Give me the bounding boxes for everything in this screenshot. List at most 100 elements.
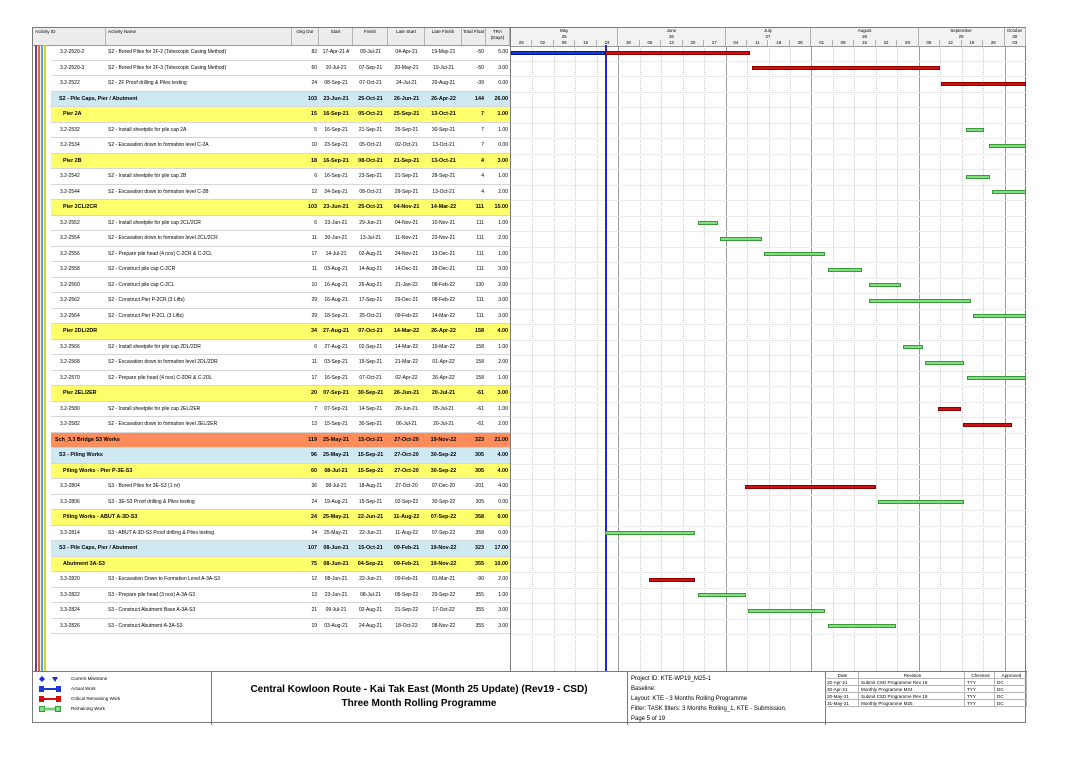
critical-bar[interactable]	[649, 577, 695, 582]
critical-bar[interactable]	[941, 81, 1026, 86]
critical-bar[interactable]	[745, 484, 876, 489]
activity-row[interactable]: 3.3-2804 S3 - Bored Piles for 3E-S3 (1 nr…	[33, 479, 1027, 495]
wbs-group-row[interactable]: S3 - Piling Works 96 25-May-21 15-Sep-21 27-…	[33, 448, 1027, 464]
cell-id: 3.2-2520-2	[60, 49, 85, 55]
cell-start: 03-Aug-21	[324, 266, 348, 272]
activity-row[interactable]: 3.2-2566 S2 - Install sheetpile for pile …	[33, 340, 1027, 355]
cell-id: 3.2-2570	[60, 374, 80, 381]
cell-lf: 30-Sep-22	[430, 452, 457, 458]
row-gridline	[511, 556, 1026, 558]
actual-bar[interactable]	[511, 50, 605, 55]
activity-row[interactable]: 3.2-2582 S2 - Excavation down to formatio…	[33, 417, 1027, 433]
critical-bar[interactable]	[605, 50, 750, 55]
activity-row[interactable]: 3.2-2562 S2 - Construct Pier P-2CR (3 Lif…	[33, 293, 1027, 309]
cell-finish: 15-Sep-21	[358, 359, 383, 365]
col-activity-name[interactable]: Activity Name	[106, 28, 292, 45]
col-late-finish[interactable]: Late Finish	[425, 28, 462, 45]
col-late-start[interactable]: Late Start	[388, 28, 425, 45]
activity-row[interactable]: 3.2-2558 S2 - Construct pile cap C-2CR 11 0…	[33, 262, 1027, 278]
activity-row[interactable]: 3.2-2556 S2 - Prepare pile head (4 nos) C…	[33, 247, 1027, 262]
remaining-bar[interactable]	[878, 500, 964, 504]
remaining-bar[interactable]	[973, 314, 1026, 318]
wbs-group-row[interactable]: Piling Works - ABUT A-3D-S3 24 25-May-21 22…	[33, 510, 1027, 526]
col-orig-dur[interactable]: Orig Dur	[292, 28, 319, 45]
col-activity-id[interactable]: Activity ID	[33, 28, 106, 45]
col-start[interactable]: Start	[319, 28, 353, 45]
activity-row[interactable]: 3.2-2544 S2 - Excavation down to formatio…	[33, 185, 1027, 200]
cell-tra: 3.00	[498, 64, 508, 71]
activity-row[interactable]: 3.2-2554 S2 - Excavation down to formatio…	[33, 231, 1027, 247]
remaining-bar[interactable]	[698, 593, 746, 597]
activity-row[interactable]: 3.2-2532 S2 - Install sheetpile for pile …	[33, 123, 1027, 138]
activity-row[interactable]: 3.2-2520-2 S2 - Bored Piles for 2F-2 (Tel…	[33, 45, 1027, 61]
cell-dur: 24	[311, 80, 317, 86]
activity-row[interactable]: 3.3-2806 S3 - 3E-S3 Proof drilling & Pile…	[33, 495, 1027, 510]
remaining-bar[interactable]	[605, 531, 695, 535]
activity-row[interactable]: 3.2-2522 S2 - 2F Proof drilling & Piles t…	[33, 76, 1027, 92]
remaining-bar[interactable]	[989, 143, 1026, 148]
title-block: Current Milestone Actual Work Critical R…	[33, 671, 1027, 725]
col-finish[interactable]: Finish	[353, 28, 388, 45]
cell-ls: 18-Oct-22	[395, 622, 418, 629]
cell-name: Pier 2EL/2ER	[63, 390, 97, 396]
remaining-bar[interactable]	[966, 128, 984, 132]
wbs-group-row[interactable]: Abutment 3A-S3 75 08-Jun-21 04-Sep-21 09-Feb…	[33, 556, 1027, 572]
wbs-group-row[interactable]: Pier 2CL/2CR 103 23-Jun-21 25-Oct-21 04-Nov-…	[33, 200, 1027, 216]
activity-row[interactable]: 3.2-2570 S2 - Prepare pile head (4 nos) C…	[33, 371, 1027, 386]
remaining-bar[interactable]	[992, 190, 1026, 194]
title-box: Central Kowloon Route - Kai Tak East (Mo…	[211, 672, 628, 725]
col-tra[interactable]: TRA (Days)	[486, 28, 510, 45]
wbs-group-row[interactable]: Piling Works - Pier P-3E-S3 60 08-Jul-21 15…	[33, 463, 1027, 479]
remaining-bar[interactable]	[869, 298, 971, 303]
activity-row[interactable]: 3.2-2542 S2 - Install sheetpile for pile …	[33, 169, 1027, 185]
cell-dur: 119	[308, 436, 317, 443]
wbs-group-row[interactable]: S3 - Pile Caps, Pier / Abutment 107 08-Jun…	[33, 541, 1027, 557]
remaining-bar[interactable]	[720, 236, 762, 241]
cell-finish: 15-Sep-21	[357, 467, 384, 474]
critical-bar[interactable]	[938, 407, 961, 411]
activity-row[interactable]: 3.2-2568 S2 - Excavation down to formatio…	[33, 355, 1027, 371]
row-gridline	[511, 339, 1026, 341]
row-gridline	[511, 448, 1026, 449]
activity-row[interactable]: 3.3-2822 S3 - Prepare pile head (3 nos) A…	[33, 588, 1027, 603]
remaining-bar[interactable]	[966, 174, 990, 179]
schedule-sheet: Activity ID Activity Name Orig Dur Start…	[32, 27, 1027, 725]
remaining-bar[interactable]	[903, 345, 923, 349]
activity-row[interactable]: 3.3-2820 S3 - Excavation Down to Formatio…	[33, 572, 1027, 588]
remaining-bar[interactable]	[698, 221, 718, 225]
activity-row[interactable]: 3.3-2824 S3 - Construct Abutment Base A-3…	[33, 603, 1027, 619]
revision-cell: Submit CSD Programme Rev 19	[859, 693, 965, 700]
activity-row[interactable]: 3.2-2580 S2 - Install sheetpile for pile …	[33, 402, 1027, 417]
remaining-bar[interactable]	[925, 360, 964, 365]
wbs-group-row[interactable]: Sch_3.3 Bridge S3 Works 119 25-May-21 15-Oc…	[33, 432, 1027, 448]
cell-name: S2 - Excavation down to formation level …	[108, 188, 209, 195]
remaining-bar[interactable]	[828, 624, 896, 628]
wbs-group-row[interactable]: Pier 2EL/2ER 20 07-Sep-21 30-Sep-21 26-Jun-2…	[33, 386, 1027, 402]
remaining-bar[interactable]	[869, 283, 901, 287]
activity-row[interactable]: 3.3-2826 S3 - Construct Abutment A-3A-S3 1…	[33, 619, 1027, 634]
wbs-group-row[interactable]: Pier 2B 18 16-Sep-21 08-Oct-21 21-Sep-21 13-O…	[33, 153, 1027, 169]
cell-id: 3.3-2820	[60, 576, 80, 582]
cell-id: 3.3-2814	[60, 529, 80, 536]
cell-tra: 3.00	[498, 297, 508, 303]
activity-row[interactable]: 3.2-2534 S2 - Excavation down to formatio…	[33, 138, 1027, 154]
wbs-group-row[interactable]: S2 - Pile Caps, Pier / Abutment 103 23-Jun…	[33, 91, 1027, 107]
activity-row[interactable]: 3.2-2552 S2 - Install sheetpile for pile …	[33, 216, 1027, 231]
timeline-day-label: 01	[811, 40, 833, 46]
remaining-bar[interactable]	[748, 608, 825, 613]
activity-row[interactable]: 3.2-2564 S2 - Construct Pier P-2CL (3 Lif…	[33, 309, 1027, 324]
wbs-group-row[interactable]: Pier 2A 15 16-Sep-21 05-Oct-21 25-Sep-21 13-O…	[33, 107, 1027, 123]
remaining-bar[interactable]	[764, 252, 825, 256]
activity-row[interactable]: 3.2-2520-3 S2 - Bored Piles for 2F-3 (Tel…	[33, 61, 1027, 76]
revision-table: Date Revision Checked Approved 20-Apr-21 Subm…	[825, 672, 1027, 725]
wbs-group-row[interactable]: Pier 2DL/2DR 34 27-Aug-21 07-Oct-21 14-Mar-2…	[33, 324, 1027, 340]
row-gridline	[511, 386, 1026, 387]
critical-bar[interactable]	[963, 422, 1012, 427]
col-total-float[interactable]: Total Float	[462, 28, 486, 45]
remaining-bar[interactable]	[967, 376, 1026, 380]
activity-row[interactable]: 3.3-2814 S3 - ABUT A-3D-S3 Proof drilling…	[33, 526, 1027, 541]
cell-finish: 25-Oct-21	[358, 204, 383, 210]
activity-row[interactable]: 3.2-2560 S2 - Construct pile cap C-2CL 10 1…	[33, 278, 1027, 293]
critical-bar[interactable]	[752, 66, 940, 70]
remaining-bar[interactable]	[828, 267, 862, 272]
